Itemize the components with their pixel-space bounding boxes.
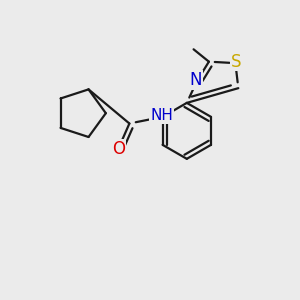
Text: O: O xyxy=(112,140,126,158)
Text: N: N xyxy=(189,71,202,89)
Text: NH: NH xyxy=(150,109,173,124)
Text: S: S xyxy=(231,53,242,71)
